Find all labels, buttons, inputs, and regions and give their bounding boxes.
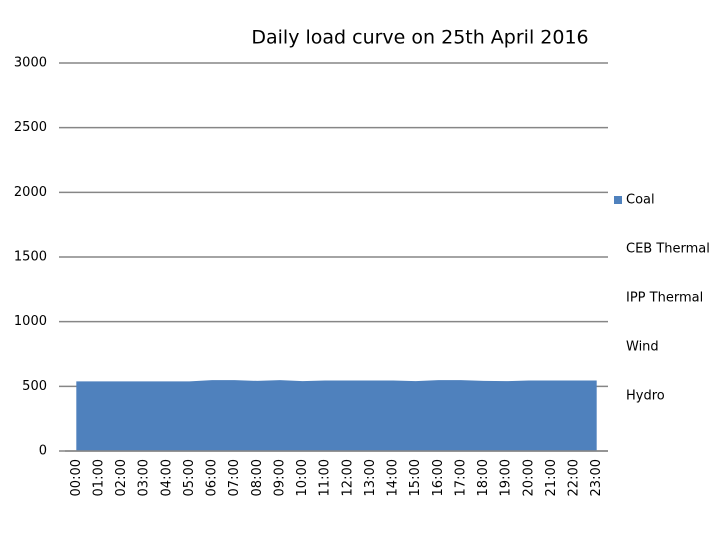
y-tick-label: 2000	[14, 185, 47, 200]
legend-label: Hydro	[626, 389, 665, 404]
x-tick-label: 04:00	[159, 459, 174, 496]
legend-swatch	[614, 392, 622, 400]
legend-label: Wind	[626, 340, 659, 355]
legend-label: Coal	[626, 193, 655, 208]
x-tick-label: 15:00	[408, 459, 423, 496]
x-tick-label: 23:00	[589, 459, 604, 496]
x-tick-label: 01:00	[91, 459, 106, 496]
y-tick-label: 1000	[14, 314, 47, 329]
area	[76, 380, 597, 451]
x-tick-label: 18:00	[476, 459, 491, 496]
x-tick-label: 14:00	[386, 459, 401, 496]
x-tick-label: 07:00	[227, 459, 242, 496]
legend-label: IPP Thermal	[626, 291, 703, 306]
x-tick-label: 20:00	[521, 459, 536, 496]
x-tick-label: 05:00	[182, 459, 197, 496]
legend-swatch	[614, 196, 622, 204]
x-tick-label: 06:00	[205, 459, 220, 496]
y-tick-label: 500	[22, 379, 47, 394]
x-tick-label: 12:00	[340, 459, 355, 496]
y-tick-label: 3000	[14, 56, 47, 71]
y-tick-label: 1500	[14, 250, 47, 265]
x-tick-label: 03:00	[137, 459, 152, 496]
x-tick-label: 00:00	[69, 459, 84, 496]
y-tick-label: 2500	[14, 120, 47, 135]
x-tick-label: 21:00	[544, 459, 559, 496]
x-tick-label: 19:00	[499, 459, 514, 496]
x-tick-label: 17:00	[453, 459, 468, 496]
x-tick-label: 16:00	[431, 459, 446, 496]
x-tick-label: 08:00	[250, 459, 265, 496]
legend-label: CEB Thermal	[626, 242, 710, 257]
x-tick-label: 09:00	[272, 459, 287, 496]
x-tick-label: 13:00	[363, 459, 378, 496]
y-tick-label: 0	[39, 444, 47, 459]
chart-title: Daily load curve on 25th April 2016	[251, 27, 588, 49]
x-tick-label: 02:00	[114, 459, 129, 496]
x-tick-label: 22:00	[567, 459, 582, 496]
legend-swatch	[614, 294, 622, 302]
x-tick-label: 10:00	[295, 459, 310, 496]
legend-swatch	[614, 343, 622, 351]
legend-swatch	[614, 245, 622, 253]
x-tick-label: 11:00	[318, 459, 333, 496]
